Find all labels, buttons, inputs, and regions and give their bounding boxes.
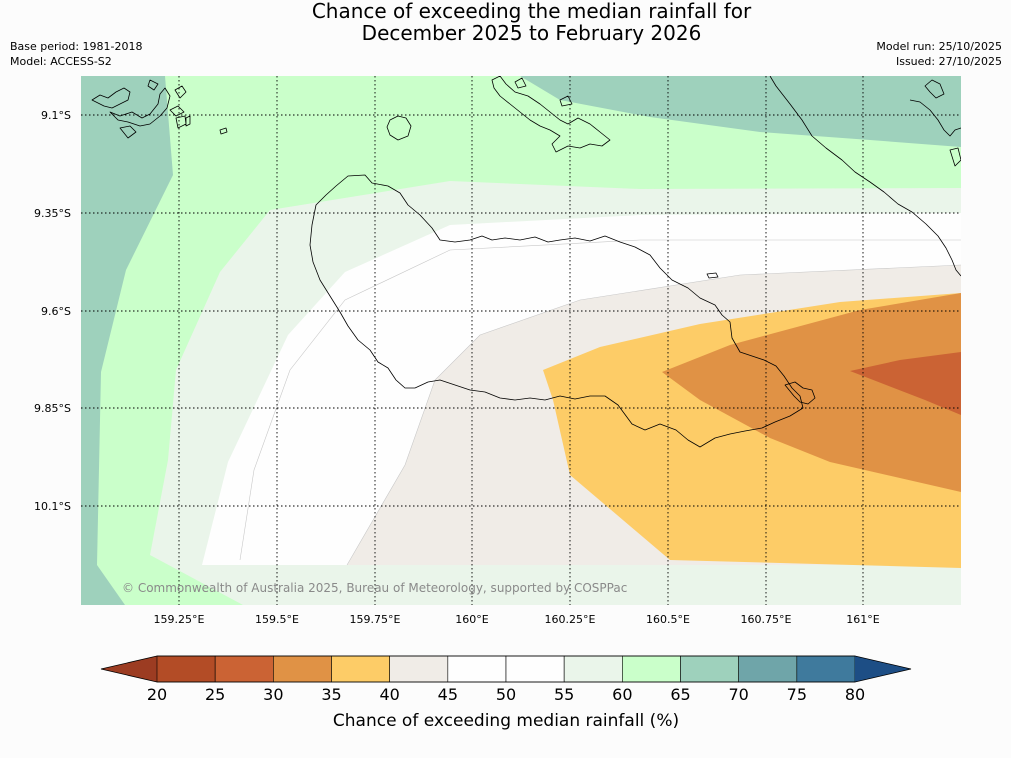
band-65-70-northeast xyxy=(520,76,961,147)
colorbar-tick-label: 70 xyxy=(728,685,748,704)
colorbar-tick-label: 40 xyxy=(379,685,399,704)
small-islet-coastline xyxy=(706,272,719,279)
round-island-coastline xyxy=(386,115,412,141)
colorbar-outline xyxy=(100,655,912,683)
colorbar-extend-high xyxy=(855,656,911,682)
model-run-text: Model run: 25/10/2025 xyxy=(876,40,1002,53)
band-25-30 xyxy=(850,352,961,415)
lon-label: 159.25°E xyxy=(154,613,205,626)
colorbar-tick-label: 75 xyxy=(787,685,807,704)
colorbar: 20 25 30 35 40 45 50 55 60 65 70 75 80 Chance of exc… xyxy=(100,655,912,731)
eastern-islet-coastline xyxy=(784,381,816,405)
lon-label: 160.25°E xyxy=(545,613,596,626)
northwest-islands-coastline xyxy=(91,79,191,139)
band-30-35 xyxy=(662,293,961,492)
latitude-labels: 9.1°S 9.35°S 9.6°S 9.85°S 10.1°S xyxy=(34,109,71,513)
lon-label: 161°E xyxy=(846,613,879,626)
contour-lines xyxy=(239,239,961,566)
colorbar-segment xyxy=(563,655,623,683)
lon-label: 159.5°E xyxy=(255,613,299,626)
lon-label: 160.75°E xyxy=(741,613,792,626)
colorbar-tick-label: 35 xyxy=(321,685,341,704)
band-65-70-west xyxy=(81,76,173,605)
lat-label: 9.35°S xyxy=(34,207,71,220)
guadalcanal-coastline xyxy=(309,174,804,448)
malaita-coastline xyxy=(769,76,961,277)
colorbar-segment xyxy=(447,655,507,683)
colorbar-tick-label: 30 xyxy=(263,685,283,704)
coastlines xyxy=(91,76,961,448)
colorbar-tick-label: 55 xyxy=(554,685,574,704)
base-period-text: Base period: 1981-2018 xyxy=(10,40,143,53)
colorbar-segment xyxy=(796,655,856,683)
colorbar-tick-label: 65 xyxy=(670,685,690,704)
map-title: Chance of exceeding the median rainfall … xyxy=(0,0,1011,44)
lat-label: 9.85°S xyxy=(34,402,71,415)
colorbar-tick-labels: 20 25 30 35 40 45 50 55 60 65 70 75 80 xyxy=(147,685,865,704)
metadata-right: Model run: 25/10/2025 Issued: 27/10/2025 xyxy=(876,39,1002,69)
lat-label: 9.6°S xyxy=(41,305,71,318)
colorbar-tick-label: 25 xyxy=(205,685,225,704)
colorbar-title: Chance of exceeding median rainfall (%) xyxy=(333,711,679,731)
colorbar-segment xyxy=(680,655,739,683)
colorbar-segments xyxy=(156,655,856,683)
colorbar-tick-label: 60 xyxy=(612,685,632,704)
lon-label: 160.5°E xyxy=(646,613,690,626)
metadata-left: Base period: 1981-2018 Model: ACCESS-S2 xyxy=(10,39,142,69)
map-title-line1: Chance of exceeding the median rainfall … xyxy=(311,0,752,23)
colorbar-segment xyxy=(273,655,332,683)
colorbar-segment xyxy=(156,655,216,683)
colorbar-tick-label: 80 xyxy=(845,685,865,704)
colorbar-segment xyxy=(622,655,681,683)
longitude-labels: 159.25°E 159.5°E 159.75°E 160°E 160.25°E… xyxy=(154,613,880,626)
florida-islands-coastline xyxy=(491,76,611,153)
graticule xyxy=(81,76,961,605)
colorbar-tick-label: 20 xyxy=(147,685,167,704)
colorbar-segment xyxy=(331,655,390,683)
lat-label: 10.1°S xyxy=(34,500,71,513)
probability-field: © Commonwealth of Australia 2025, Bureau… xyxy=(81,76,961,605)
colorbar-extend-low xyxy=(101,656,157,682)
colorbar-segment xyxy=(738,655,798,683)
colorbar-segment xyxy=(505,655,565,683)
lat-label: 9.1°S xyxy=(41,109,71,122)
lon-label: 159.75°E xyxy=(350,613,401,626)
malaita-northwest-coastline xyxy=(909,79,961,167)
copyright-notice: © Commonwealth of Australia 2025, Bureau… xyxy=(122,581,627,595)
issued-text: Issued: 27/10/2025 xyxy=(895,55,1002,68)
tiny-island-coastline xyxy=(219,127,228,135)
colorbar-segment xyxy=(214,655,274,683)
colorbar-tick-label: 50 xyxy=(496,685,516,704)
colorbar-tick-label: 45 xyxy=(438,685,458,704)
model-text: Model: ACCESS-S2 xyxy=(10,55,112,68)
map-title-line2: December 2025 to February 2026 xyxy=(361,21,702,45)
lon-label: 160°E xyxy=(455,613,488,626)
colorbar-segment xyxy=(389,655,449,683)
